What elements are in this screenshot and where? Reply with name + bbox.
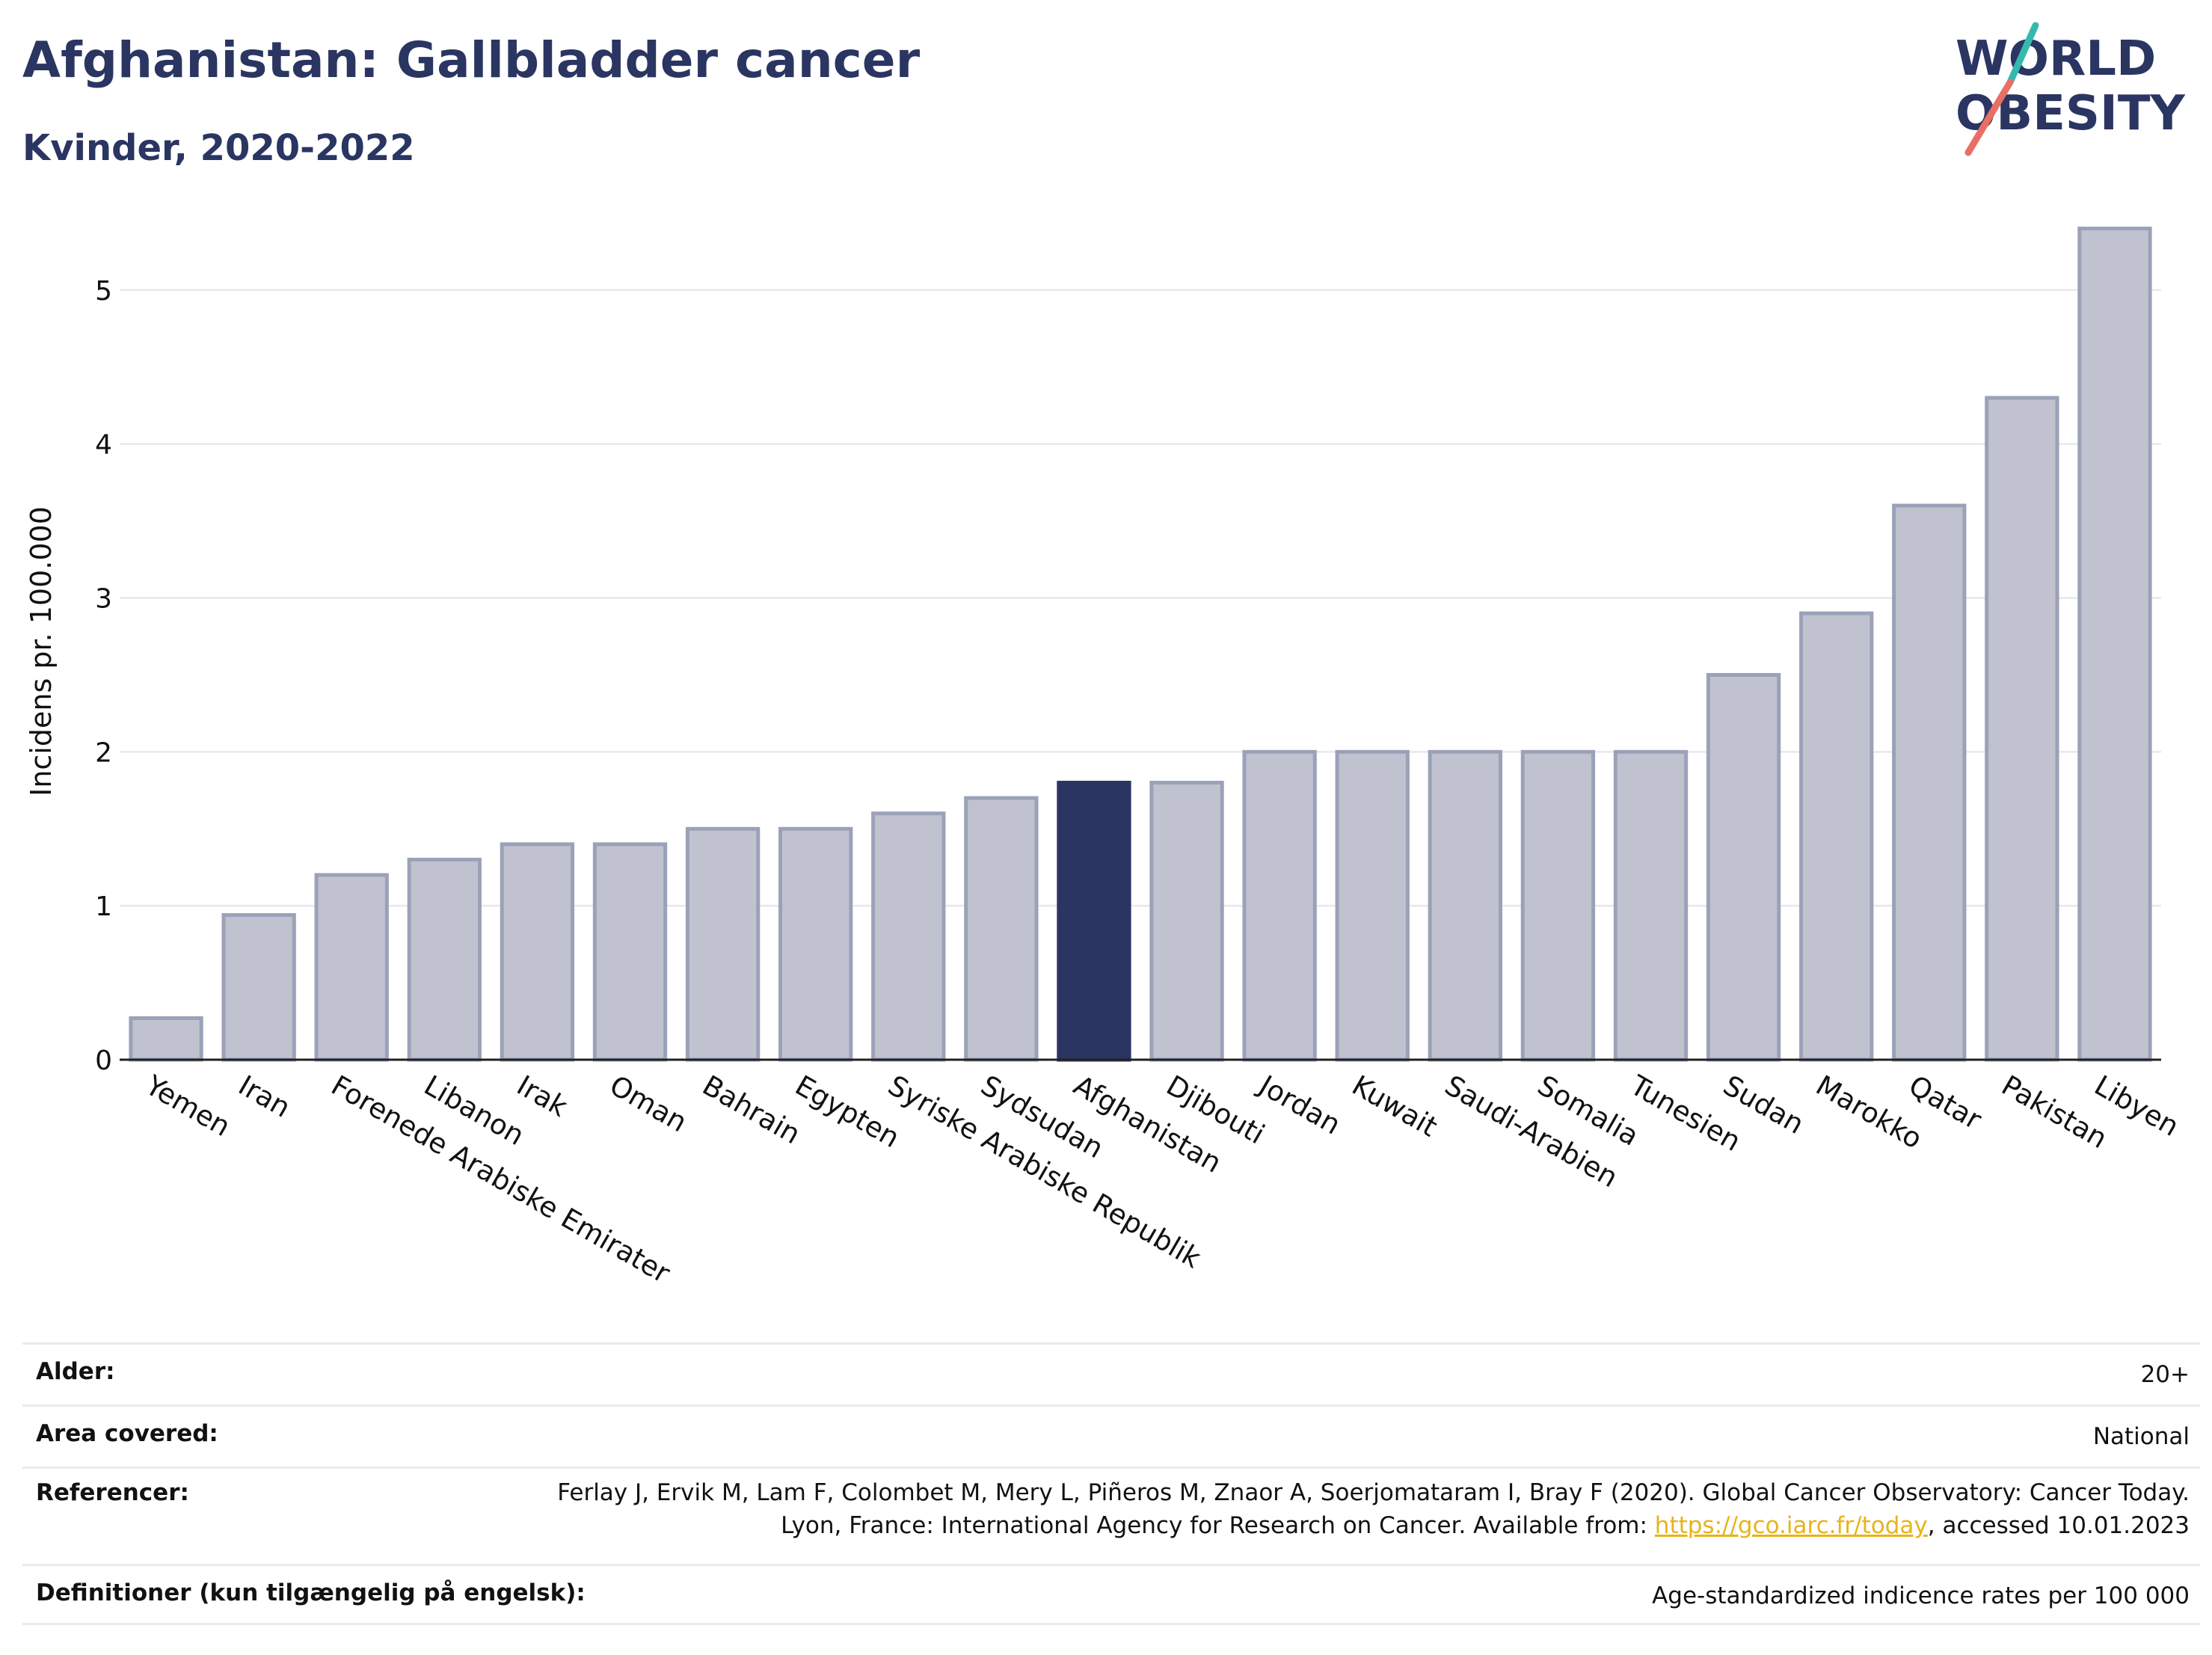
y-axis-ticks: 0 1 2 3 4 5	[95, 276, 112, 1076]
page-subtitle: Kvinder, 2020-2022	[22, 127, 415, 169]
reference-text: Ferlay J, Ervik M, Lam F, Colombet M, Me…	[557, 1479, 2190, 1539]
reference-link[interactable]: https://gco.iarc.fr/today	[1654, 1512, 1928, 1539]
y-tick-label: 2	[95, 737, 112, 768]
x-tick-label: Jordan	[1253, 1069, 1346, 1141]
world-obesity-logo: WORLD OBESITY	[1956, 22, 2185, 156]
meta-row-definitions: Definitioner (kun tilgængelig på engelsk…	[22, 1564, 2200, 1625]
meta-row-area: Area covered: National	[22, 1404, 2200, 1467]
bar-forenede-arabiske-emirater	[314, 873, 389, 1062]
meta-row-age: Alder: 20+	[22, 1342, 2200, 1404]
bar-jordan	[1242, 749, 1317, 1062]
meta-label-references: Referencer:	[36, 1479, 189, 1506]
bar-djibouti	[1149, 781, 1224, 1062]
meta-label-definitions: Definitioner (kun tilgængelig på engelsk…	[36, 1579, 586, 1606]
meta-label-area: Area covered:	[36, 1420, 218, 1447]
bar-kuwait	[1335, 749, 1410, 1062]
metadata-table: Alder: 20+ Area covered: National Refere…	[22, 1342, 2200, 1625]
x-tick-label: Egypten	[790, 1069, 905, 1155]
bar-iran	[221, 913, 296, 1062]
bars	[129, 227, 2152, 1062]
meta-row-references: Referencer: Ferlay J, Ervik M, Lam F, Co…	[22, 1467, 2200, 1564]
x-tick-label: Kuwait	[1347, 1069, 1443, 1143]
logo-text-world: WORLD	[1956, 31, 2156, 87]
bar-sudan	[1706, 672, 1781, 1062]
y-tick-label: 4	[95, 430, 112, 461]
bar-sydsudan	[964, 796, 1039, 1062]
bar-bahrain	[685, 826, 761, 1062]
x-tick-label: Pakistan	[1996, 1069, 2113, 1155]
bar-oman	[592, 842, 668, 1062]
bar-qatar	[1892, 503, 1967, 1062]
logo-slash-teal	[2006, 22, 2039, 86]
bar-saudi-arabien	[1428, 749, 1502, 1062]
y-tick-label: 1	[95, 891, 112, 922]
y-axis-label: Incidens pr. 100.000	[25, 506, 58, 796]
y-tick-label: 5	[95, 276, 112, 307]
meta-value-references: Ferlay J, Ervik M, Lam F, Colombet M, Me…	[507, 1476, 2190, 1542]
reference-accessed: , accessed 10.01.2023	[1927, 1512, 2190, 1539]
x-tick-label: Yemen	[140, 1069, 236, 1143]
meta-value-definitions: Age-standardized indicence rates per 100…	[1652, 1582, 2190, 1609]
x-tick-label: Bahrain	[697, 1069, 805, 1151]
bar-afghanistan	[1057, 781, 1131, 1062]
bar-marokko	[1799, 611, 1874, 1062]
y-tick-label: 3	[95, 584, 112, 615]
bar-syriske-arabiske-republik	[871, 811, 946, 1062]
bar-egypten	[778, 826, 853, 1062]
x-tick-label: Oman	[604, 1069, 692, 1139]
meta-label-age: Alder:	[36, 1358, 115, 1385]
bar-irak	[500, 842, 575, 1062]
bar-tunesien	[1613, 749, 1689, 1062]
x-tick-label: Marokko	[1810, 1069, 1927, 1155]
bar-libyen	[2077, 227, 2152, 1062]
page-title: Afghanistan: Gallbladder cancer	[22, 31, 921, 89]
meta-value-area: National	[2092, 1423, 2190, 1450]
logo-slash-coral	[1964, 79, 2014, 156]
x-tick-label: Iran	[233, 1069, 296, 1124]
bar-yemen	[129, 1016, 203, 1062]
bar-libanon	[407, 857, 482, 1062]
y-tick-label: 0	[95, 1045, 112, 1076]
x-tick-label: Irak	[511, 1069, 574, 1124]
bar-pakistan	[1985, 396, 2059, 1062]
meta-value-age: 20+	[2140, 1361, 2190, 1388]
bar-somalia	[1520, 749, 1596, 1062]
